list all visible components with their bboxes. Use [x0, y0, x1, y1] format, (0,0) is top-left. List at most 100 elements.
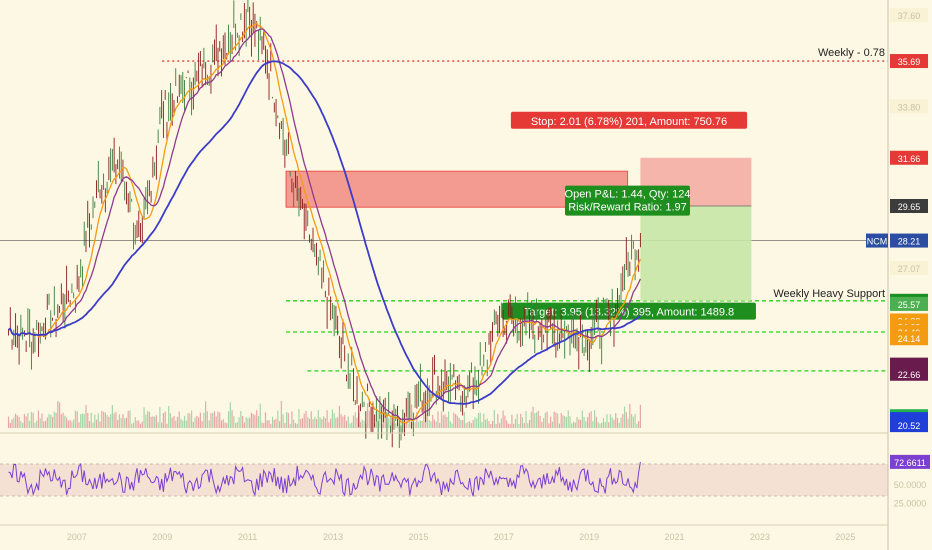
volume-bar [122, 414, 124, 428]
volume-bar [521, 417, 524, 428]
volume-bar [298, 408, 300, 428]
price-axis[interactable]: 37.6035.6933.8031.6629.6528.2127.0725.70… [866, 0, 932, 550]
volume-bar [409, 418, 411, 428]
volume-bar [148, 411, 150, 428]
volume-bar [240, 410, 242, 428]
volume-bar [213, 411, 216, 428]
volume-bar [527, 423, 529, 428]
volume-bar [310, 411, 312, 428]
volume-bar [498, 423, 501, 428]
volume-bar [305, 410, 307, 428]
volume-bar [636, 423, 638, 428]
ma-fast-line [8, 22, 642, 425]
volume-bar [268, 420, 270, 428]
volume-bar [286, 412, 288, 428]
volume-bar [476, 418, 478, 428]
volume-bar [462, 420, 464, 428]
volume-bar [257, 415, 260, 428]
position-tool[interactable]: Stop: 2.01 (6.78%) 201, Amount: 750.76 Op… [502, 111, 756, 320]
volume-bar [242, 415, 244, 428]
volume-bar [516, 413, 518, 428]
volume-bar [608, 422, 610, 428]
volume-bar [113, 413, 115, 428]
volume-bar [588, 412, 590, 428]
volume-bar [16, 415, 18, 428]
volume-bar [384, 412, 386, 428]
volume-bar [439, 422, 441, 428]
volume-bar [571, 423, 573, 428]
volume-bar [9, 422, 11, 428]
volume-bar [201, 421, 203, 428]
volume-bar [395, 423, 397, 428]
volume-bar [36, 420, 38, 428]
volume-bar [495, 423, 497, 428]
rsi-current-bg [890, 454, 930, 469]
volume-bar [586, 417, 589, 428]
volume-bar [467, 421, 469, 428]
volume-bar [419, 420, 421, 428]
volume-bar [597, 421, 599, 428]
time-axis[interactable]: 2007 2009 2011 2013 2015 2017 2019 2021 2023 2025 [0, 524, 888, 542]
volume-bar [66, 417, 68, 428]
volume-bar [335, 417, 337, 428]
volume-bar [535, 412, 538, 428]
volume-bar [60, 414, 62, 428]
volume-bar [233, 416, 235, 428]
volume-bar [569, 416, 571, 428]
volume-bar [296, 423, 298, 428]
volume-bar [557, 413, 559, 428]
volume-bar [50, 414, 52, 428]
level-label-weekly: Weekly - 0.78 [818, 47, 885, 59]
volume-bar [532, 406, 534, 428]
volume-bar [94, 414, 96, 428]
volume-bar [442, 415, 444, 428]
target-zone[interactable] [640, 206, 752, 301]
volume-bar [324, 418, 326, 428]
price-tick-bg [890, 8, 928, 23]
volume-bar [85, 405, 87, 428]
volume-bar [138, 420, 140, 428]
volume-bar [34, 422, 36, 428]
time-tick-label: 2013 [323, 532, 343, 542]
volume-bar [330, 418, 332, 428]
volume-bar [264, 412, 267, 428]
volume-bar [430, 421, 432, 428]
price-tick-bg [890, 418, 928, 433]
volume-bar [574, 422, 576, 428]
volume-bar [388, 418, 390, 428]
volume-bar [308, 418, 311, 428]
volume-bar [131, 423, 133, 428]
volume-bar [259, 403, 261, 428]
volume-bar [632, 416, 634, 428]
symbol-tag-bg [866, 233, 888, 248]
volume-bar [282, 414, 284, 428]
volume-bar [354, 412, 356, 428]
volume-bar [287, 413, 289, 428]
target-label-bg [502, 302, 756, 320]
volume-bar [293, 419, 295, 428]
volume-bar [238, 417, 240, 428]
volume-bar [278, 421, 281, 428]
price-tick-bg [890, 150, 928, 165]
volume-bar [507, 423, 509, 428]
volume-bar [263, 423, 265, 428]
volume-bar [493, 409, 495, 428]
time-tick-label: 2015 [408, 532, 428, 542]
volume-bar [64, 415, 66, 428]
volume-bar [32, 412, 34, 428]
time-tick-label: 2017 [494, 532, 514, 542]
volume-bar [565, 416, 568, 428]
volume-bar [446, 416, 448, 428]
volume-bar [157, 422, 159, 428]
rsi-line [8, 461, 641, 497]
volume-bar [136, 420, 138, 428]
volume-bar [266, 420, 268, 428]
open-pnl-label: Open P&L: 1.44, Qty: 124 [565, 189, 691, 201]
volume-bar [95, 419, 98, 428]
volume-bar [447, 411, 450, 428]
symbol-tag: NCM [867, 237, 888, 247]
volume-bar [146, 411, 149, 428]
rsi-pane[interactable]: 72.6611 50.0000 25.0000 [0, 432, 932, 508]
